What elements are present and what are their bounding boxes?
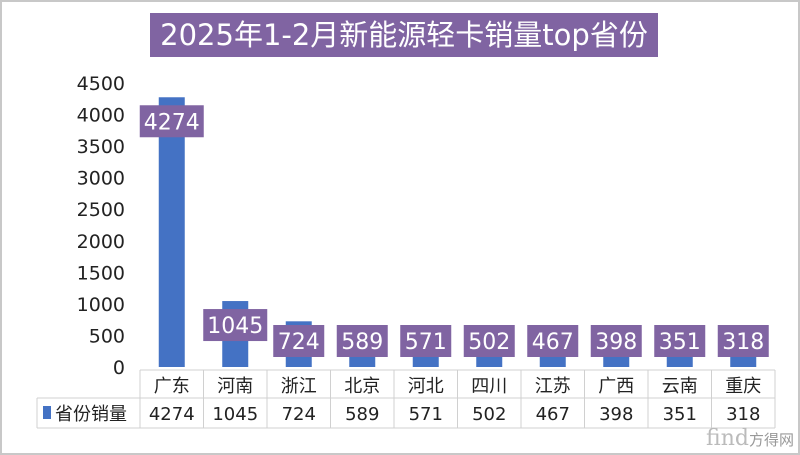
data-label: 589: [341, 330, 383, 355]
y-tick-label: 3500: [77, 136, 125, 158]
x-tick-label: 四川: [471, 376, 507, 397]
data-label-box: [400, 325, 452, 357]
table-value: 318: [726, 404, 760, 425]
y-tick-label: 3000: [77, 168, 125, 190]
table-value: 571: [409, 404, 443, 425]
x-tick-label: 广东: [154, 376, 190, 397]
table-value: 724: [282, 404, 316, 425]
data-label: 318: [722, 330, 764, 355]
data-label: 502: [468, 330, 510, 355]
data-label: 571: [405, 330, 447, 355]
table-value: 1045: [212, 404, 258, 425]
data-label: 398: [595, 330, 637, 355]
table-value: 398: [599, 404, 633, 425]
x-tick-label: 江苏: [535, 376, 571, 397]
y-tick-label: 2500: [77, 199, 125, 221]
data-label-box: [654, 325, 706, 357]
x-tick-label: 北京: [344, 376, 380, 397]
bar: [158, 97, 185, 367]
y-tick-label: 500: [89, 325, 125, 347]
x-tick-label: 浙江: [281, 376, 317, 397]
x-tick-label: 云南: [662, 376, 698, 397]
watermark: find方得网: [706, 426, 794, 451]
x-tick-label: 河南: [217, 376, 253, 397]
data-label-box: [139, 105, 204, 138]
y-tick-label: 0: [113, 357, 125, 379]
y-tick-label: 4500: [77, 73, 125, 95]
data-label: 4274: [144, 110, 200, 135]
x-tick-label: 河北: [408, 376, 444, 397]
data-label-box: [717, 325, 769, 357]
data-label-box: [590, 325, 642, 357]
data-label-box: [203, 309, 268, 342]
chart-title: 2025年1-2月新能源轻卡销量top省份: [150, 13, 658, 57]
x-tick-label: 广西: [598, 376, 634, 397]
y-tick-label: 1500: [77, 262, 125, 284]
data-label-box: [527, 325, 579, 357]
data-label: 724: [278, 330, 320, 355]
x-tick-label: 重庆: [725, 376, 761, 397]
y-tick-label: 2000: [77, 231, 125, 253]
table-value: 4274: [149, 404, 195, 425]
table-value: 467: [536, 404, 570, 425]
legend-label: 省份销量: [55, 404, 127, 425]
y-tick-label: 1000: [77, 294, 125, 316]
table-value: 351: [663, 404, 697, 425]
data-label-box: [336, 325, 388, 357]
data-label-box: [463, 325, 515, 357]
y-tick-label: 4000: [77, 105, 125, 127]
table-value: 589: [345, 404, 379, 425]
data-label: 351: [659, 330, 701, 355]
data-label-box: [273, 325, 325, 357]
legend-swatch: [43, 406, 51, 419]
data-label: 1045: [207, 314, 263, 339]
table-value: 502: [472, 404, 506, 425]
data-label: 467: [532, 330, 574, 355]
